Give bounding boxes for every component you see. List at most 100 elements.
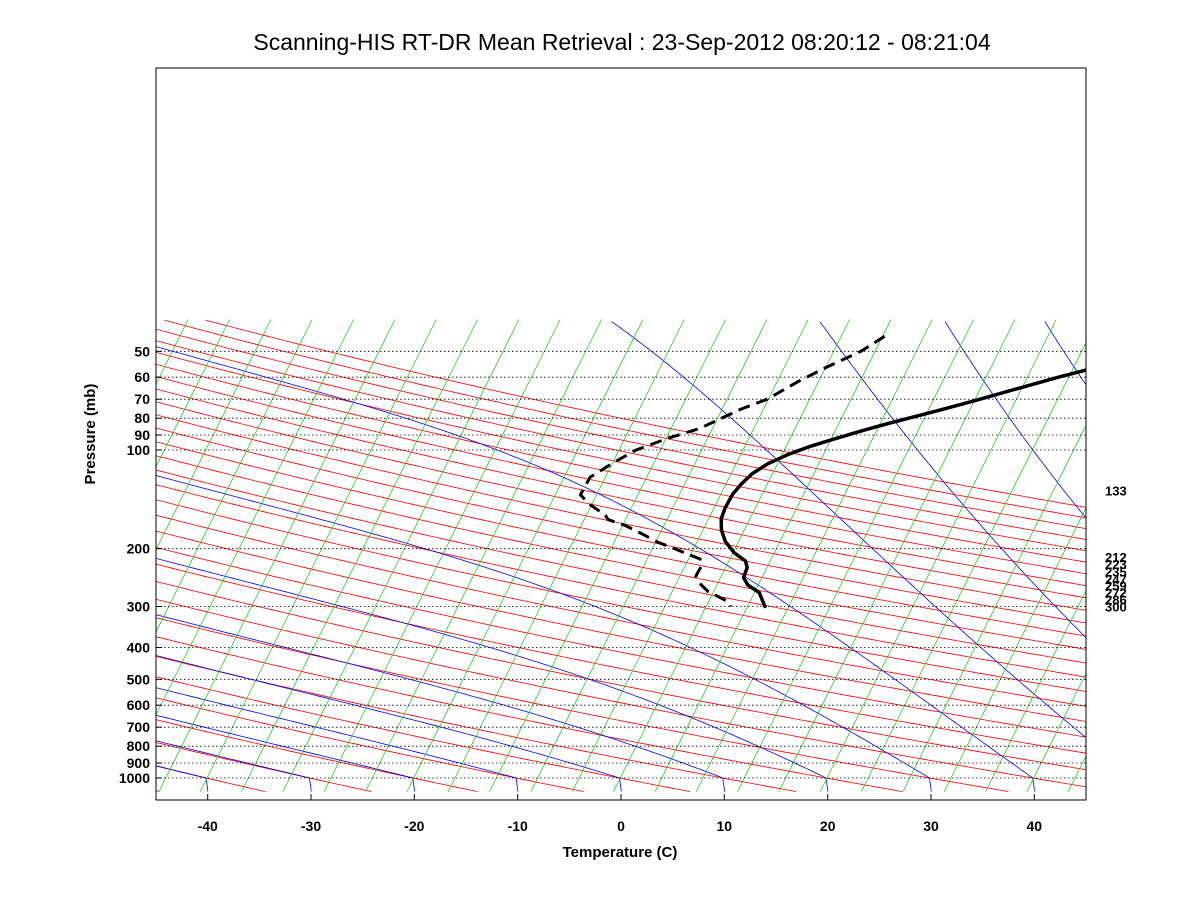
mixing-ratio-line <box>654 319 892 792</box>
dry-adiabat-line <box>156 697 584 792</box>
right-pressure-label: 286 <box>1105 593 1127 608</box>
mixing-ratio-line <box>1026 672 1086 792</box>
right-pressure-label: 247 <box>1105 572 1127 587</box>
dry-adiabat-line <box>156 598 1086 788</box>
right-pressure-label: 223 <box>1105 557 1127 572</box>
dry-adiabat-line <box>156 376 1086 575</box>
chart-title: Scanning-HIS RT-DR Mean Retrieval : 23-S… <box>253 29 990 55</box>
mixing-ratio-line <box>156 319 272 551</box>
dry-adiabat-line <box>156 414 1086 611</box>
x-axis-label: Temperature (C) <box>563 844 678 861</box>
right-pressure-label: 300 <box>1105 600 1127 615</box>
mixing-ratio-line <box>406 319 644 792</box>
dry-adiabat-line <box>156 636 903 792</box>
mixing-ratio-line <box>241 319 478 792</box>
moist-adiabat-line <box>156 655 622 792</box>
x-tick-label: -10 <box>508 818 528 834</box>
dry-adiabat-line <box>156 499 1086 692</box>
dry-adiabat-line <box>156 530 1086 722</box>
dry-adiabat-line <box>156 441 1086 637</box>
moist-adiabat-line <box>156 614 725 792</box>
y-tick-label: 200 <box>127 541 151 557</box>
dry-adiabat-line <box>156 388 1086 587</box>
moist-adiabat-line <box>156 346 1035 792</box>
temperature-profile-line <box>719 368 1086 609</box>
x-tick-label: 10 <box>717 818 733 834</box>
x-axis-ticks: -40 -30 -20 -10 0 10 20 30 40 <box>198 794 1043 834</box>
right-pressure-label: 259 <box>1105 579 1127 594</box>
y-tick-label: 600 <box>127 697 151 713</box>
right-pressure-label: 235 <box>1105 565 1127 580</box>
y-tick-label: 90 <box>134 427 150 443</box>
dry-adiabat-line <box>156 427 1086 624</box>
dry-adiabat-line <box>156 363 1086 563</box>
dry-adiabat-line <box>205 319 1086 508</box>
mixing-ratio-line <box>943 507 1086 792</box>
right-pressure-label: 133 <box>1105 484 1127 499</box>
dry-adiabat-line <box>156 514 1086 707</box>
y-tick-label: 900 <box>127 755 151 771</box>
dry-adiabat-line <box>156 455 1086 650</box>
mixing-ratio-line <box>323 319 561 792</box>
mixing-ratio-line <box>861 341 1086 792</box>
x-tick-label: -20 <box>404 818 424 834</box>
dry-adiabat-line <box>156 469 1086 664</box>
moist-adiabat-line <box>156 475 932 792</box>
x-tick-label: 30 <box>923 818 939 834</box>
dry-adiabat-line <box>156 351 1086 552</box>
y-axis-label: Pressure (mb) <box>82 384 99 485</box>
mixing-ratio-line <box>156 319 313 633</box>
background-lines <box>156 319 1086 792</box>
dry-adiabat-line <box>156 484 1086 678</box>
dry-adiabat-line <box>156 581 1086 771</box>
mixing-ratio-line <box>282 319 520 792</box>
y-tick-label: 80 <box>134 410 150 426</box>
mixing-ratio-line <box>695 319 933 792</box>
mixing-ratio-line <box>902 424 1086 792</box>
moist-adiabat-line <box>156 557 829 792</box>
right-pressure-label: 272 <box>1105 586 1127 601</box>
dry-adiabat-line <box>156 401 1086 599</box>
mixing-ratio-line <box>447 319 685 792</box>
y-tick-label: 100 <box>127 442 151 458</box>
dewpoint-profile-line <box>578 335 886 608</box>
mixing-ratio-line <box>158 319 396 792</box>
mixing-ratio-line <box>985 589 1086 792</box>
mixing-ratio-line <box>489 319 726 792</box>
y-tick-label: 800 <box>127 738 151 754</box>
mixing-ratio-line <box>530 319 768 792</box>
x-tick-label: 40 <box>1027 818 1043 834</box>
moist-adiabat-line <box>156 687 519 792</box>
y-tick-label: 50 <box>134 343 150 359</box>
mixing-ratio-line <box>156 319 354 716</box>
x-tick-label: 0 <box>617 818 625 834</box>
y-tick-label: 300 <box>127 599 151 615</box>
dry-adiabat-line <box>156 617 1009 792</box>
x-tick-label: 20 <box>820 818 836 834</box>
moist-adiabat-line <box>944 321 1086 519</box>
mixing-ratio-line <box>365 319 602 792</box>
y-tick-label: 70 <box>134 391 150 407</box>
mixing-ratio-line <box>737 319 974 792</box>
mixing-ratio-line <box>613 319 850 792</box>
dry-adiabat-line <box>156 676 690 792</box>
x-tick-label: -30 <box>301 818 321 834</box>
mixing-ratio-line <box>819 319 1057 792</box>
pressure-gridlines <box>156 350 1086 779</box>
moist-adiabat-line <box>611 321 1086 739</box>
dry-adiabat-line <box>156 340 1086 540</box>
y-tick-label: 500 <box>127 671 151 687</box>
dry-adiabat-line <box>164 319 1086 519</box>
dry-adiabat-line <box>156 546 1086 738</box>
mixing-ratio-line <box>156 319 230 468</box>
dry-adiabat-line <box>156 328 1086 530</box>
y-tick-label: 60 <box>134 369 150 385</box>
moist-adiabat-line <box>819 321 1086 639</box>
y-tick-label: 1000 <box>119 770 150 786</box>
mixing-ratio-line <box>778 319 1016 792</box>
dry-adiabat-line <box>156 563 1086 754</box>
profile-lines <box>578 335 1086 609</box>
